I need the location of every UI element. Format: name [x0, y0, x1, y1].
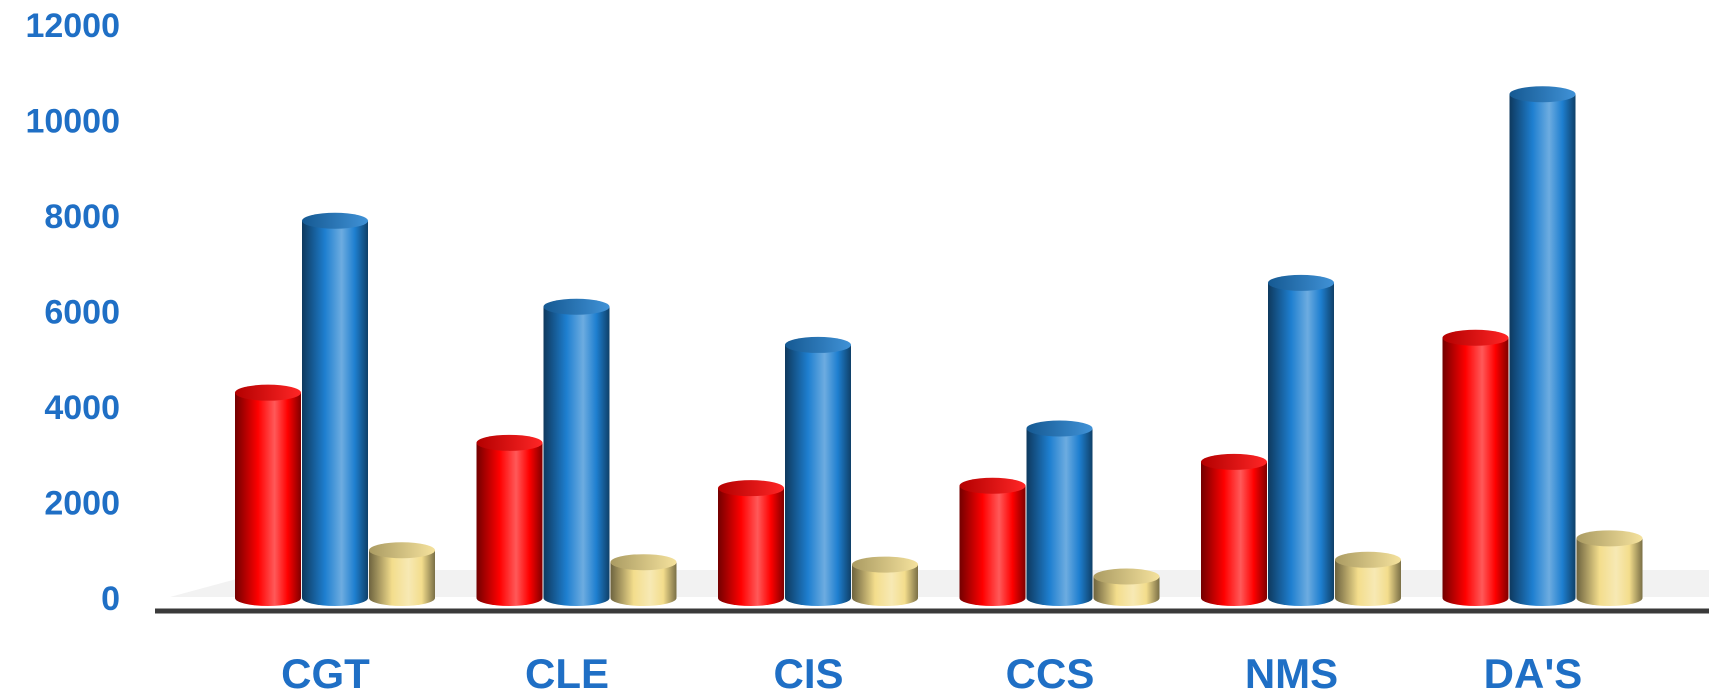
bar-CIS-series-1: [718, 480, 784, 606]
bar-NMS-series-1: [1201, 453, 1267, 606]
bar-DA'S-series-3: [1576, 530, 1643, 606]
x-category-label: CCS: [1006, 650, 1095, 697]
x-category-label: NMS: [1245, 650, 1338, 697]
bar-DA'S-series-1: [1442, 329, 1509, 606]
y-tick-label: 8000: [44, 198, 120, 236]
y-tick-label: 12000: [25, 7, 120, 45]
bar-series-group: [235, 86, 1643, 607]
y-tick-label: 6000: [44, 294, 120, 332]
x-category-label: DA'S: [1484, 650, 1583, 697]
bar-CCS-series-2: [1026, 420, 1093, 606]
y-tick-label: 10000: [25, 103, 120, 141]
bar-CGT-series-3: [369, 542, 435, 606]
bar-CGT-series-1: [235, 384, 301, 606]
bar-CLE-series-1: [476, 434, 543, 606]
bar-CLE-series-3: [610, 554, 677, 606]
bar-NMS-series-2: [1268, 274, 1334, 606]
x-category-label: CIS: [773, 650, 843, 697]
y-axis: 0 2000 4000 6000 8000 10000 12000: [25, 7, 120, 618]
x-axis: CGT CLE CIS CCS NMS DA'S: [281, 650, 1582, 697]
bar-NMS-series-3: [1335, 551, 1401, 606]
y-tick-label: 0: [101, 580, 120, 618]
y-tick-label: 2000: [44, 485, 120, 523]
x-category-label: CGT: [281, 650, 370, 697]
bar-CIS-series-2: [785, 336, 851, 606]
y-tick-label: 4000: [44, 389, 120, 427]
bar-CIS-series-3: [852, 556, 918, 606]
bar-CCS-series-3: [1093, 568, 1160, 606]
bar-CGT-series-2: [302, 212, 368, 606]
bar-CLE-series-2: [543, 298, 610, 606]
bar-CCS-series-1: [959, 477, 1026, 606]
bar-DA'S-series-2: [1509, 86, 1576, 607]
x-category-label: CLE: [525, 650, 609, 697]
